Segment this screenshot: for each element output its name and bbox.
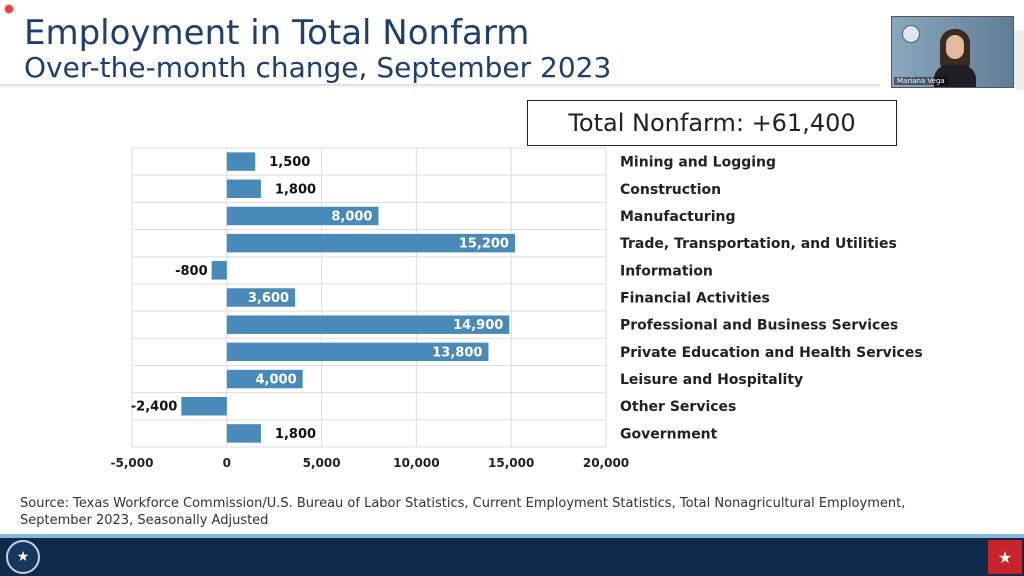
bar — [226, 233, 515, 253]
category-label: Professional and Business Services — [620, 318, 898, 334]
bar — [181, 396, 227, 416]
bar — [211, 261, 227, 280]
bar-value-label: -2,400 — [131, 400, 178, 415]
bar-value-label: 14,900 — [453, 318, 503, 333]
bar-value-label: 3,600 — [248, 291, 289, 306]
bar — [226, 206, 379, 226]
category-label: Private Education and Health Services — [620, 345, 923, 361]
total-nonfarm-box: Total Nonfarm: +61,400 — [527, 100, 897, 146]
x-tick-label: 15,000 — [488, 456, 534, 470]
category-label: Construction — [620, 182, 721, 198]
participant-face — [946, 35, 964, 59]
category-label: Mining and Logging — [620, 155, 776, 171]
texas-logo-icon[interactable]: ★ — [988, 540, 1022, 574]
x-tick-label: -5,000 — [111, 456, 154, 470]
category-label: Other Services — [620, 399, 736, 415]
category-label: Leisure and Hospitality — [620, 372, 803, 388]
bar-value-label: 1,800 — [275, 182, 316, 197]
slide-title-block: Employment in Total Nonfarm Over-the-mon… — [24, 14, 611, 84]
bar-value-label: -800 — [175, 264, 208, 279]
participant-avatar — [932, 27, 978, 87]
bar — [226, 369, 303, 389]
bar-value-label: 4,000 — [256, 373, 297, 388]
category-label: Manufacturing — [620, 209, 736, 225]
bar — [226, 315, 510, 334]
bar-value-label: 1,800 — [275, 427, 316, 442]
slide-subtitle: Over-the-month change, September 2023 — [24, 51, 612, 84]
x-tick-label: 10,000 — [393, 456, 439, 470]
source-note: Source: Texas Workforce Commission/U.S. … — [20, 496, 906, 528]
bar-value-label: 13,800 — [432, 345, 482, 360]
twc-seal-icon: ★ — [6, 540, 40, 574]
bar-value-label: 1,500 — [269, 155, 310, 170]
bar — [226, 288, 296, 307]
x-tick-label: 20,000 — [583, 456, 629, 470]
bar-value-label: 15,200 — [459, 237, 509, 252]
wall-logo-icon — [902, 25, 920, 43]
bar — [226, 179, 261, 199]
category-label: Trade, Transportation, and Utilities — [620, 236, 897, 252]
footer-stripe — [0, 534, 1024, 538]
recording-indicator-icon — [4, 4, 14, 14]
category-label: Government — [620, 426, 718, 442]
bar — [226, 152, 256, 171]
participant-name: Mariana Vega — [894, 77, 948, 85]
bar-value-label: 8,000 — [331, 209, 372, 224]
bar-chart: -5,000 0 5,000 10,000 15,000 20,000 1,500 Minin… — [111, 147, 923, 470]
slide-title: Employment in Total Nonfarm — [24, 13, 530, 53]
participant-video-tile[interactable]: Mariana Vega — [891, 16, 1014, 88]
title-divider — [0, 84, 880, 88]
side-panel-tab[interactable] — [1014, 30, 1024, 90]
category-label: Financial Activities — [620, 291, 770, 307]
bar — [226, 424, 261, 443]
category-label: Information — [620, 263, 713, 279]
participant-torso — [934, 65, 976, 87]
footer-bar — [0, 538, 1024, 576]
bar — [226, 342, 489, 362]
x-tick-label: 0 — [223, 456, 231, 470]
x-tick-label: 5,000 — [303, 456, 341, 470]
